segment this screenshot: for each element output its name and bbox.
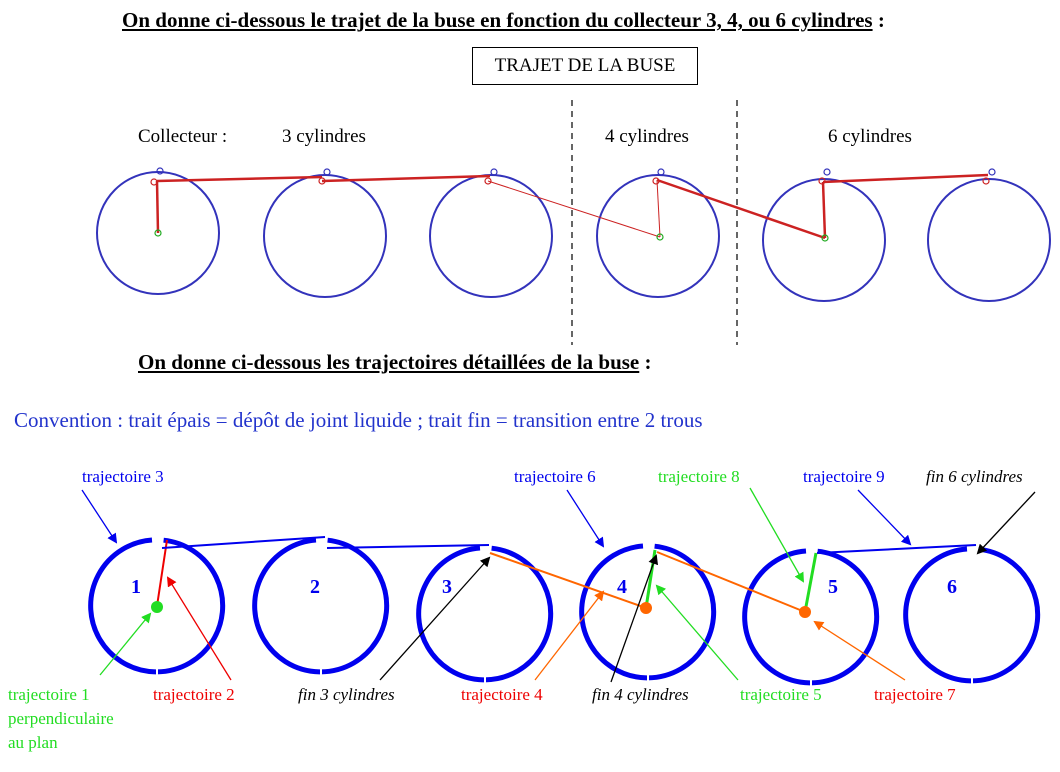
arrow-traj7	[813, 620, 906, 681]
top-markers	[150, 167, 996, 242]
circle-number-4: 4	[617, 576, 627, 598]
arrow-traj2	[166, 576, 232, 681]
trajectory-8-line	[803, 552, 818, 613]
bottom-circle-5	[742, 548, 880, 686]
label-3-cylinders: 3 cylindres	[282, 126, 366, 147]
bottom-circles	[88, 537, 1041, 686]
label-trajectory-6: trajectoire 6	[514, 467, 596, 486]
top-circle-2	[263, 174, 387, 298]
heading-detailed-trajectories-suffix: :	[644, 350, 652, 374]
trajectory-9-line	[816, 544, 977, 554]
arrow-fin4	[610, 554, 659, 683]
convention-note: Convention : trait épais = dépôt de join…	[14, 408, 703, 432]
callout-arrows	[81, 487, 1036, 683]
bottom-notches	[156, 664, 973, 687]
arrow-fin3	[379, 556, 491, 681]
circle-number-2: 2	[310, 576, 320, 598]
label-trajectory-3: trajectoire 3	[82, 467, 164, 486]
bottom-circle-6	[903, 546, 1041, 684]
callout-labels: trajectoire 3 trajectoire 6 trajectoire …	[8, 467, 1023, 752]
center-point-5	[799, 606, 811, 618]
label-fin-3-cylinders: fin 3 cylindres	[298, 685, 395, 704]
start-point-1	[151, 601, 163, 613]
bottom-diagram: 1 2 3 4 5 6	[8, 467, 1041, 752]
arrow-traj8	[749, 487, 804, 583]
label-collecteur: Collecteur :	[138, 126, 227, 147]
heading-detailed-trajectories: On donne ci-dessous les trajectoires dét…	[138, 350, 652, 375]
arrow-traj1	[99, 612, 152, 676]
heading-nozzle-path: On donne ci-dessous le trajet de la buse…	[122, 8, 885, 33]
trajectory-2-line	[156, 539, 168, 607]
trajectory-3b-line	[326, 544, 490, 549]
top-circle-3	[429, 174, 553, 298]
heading-nozzle-path-suffix: :	[877, 8, 885, 32]
top-circle-4	[596, 174, 720, 298]
label-4-cylinders: 4 cylindres	[605, 126, 689, 147]
label-fin-4-cylinders: fin 4 cylindres	[592, 685, 689, 704]
label-trajectory-9: trajectoire 9	[803, 467, 885, 486]
arrow-traj3	[81, 489, 118, 544]
circle-numbers: 1 2 3 4 5 6	[131, 576, 957, 598]
label-trajectory-1-line3: au plan	[8, 733, 58, 752]
heading-detailed-trajectories-text: On donne ci-dessous les trajectoires dét…	[138, 350, 640, 374]
bottom-circle-1	[88, 537, 226, 675]
label-fin-6-cylinders: fin 6 cylindres	[926, 467, 1023, 486]
bottom-circle-3	[416, 545, 554, 683]
circle-number-3: 3	[442, 576, 452, 598]
label-trajectory-7: trajectoire 7	[874, 685, 956, 704]
arrow-traj5	[655, 584, 739, 681]
arrow-fin6	[976, 491, 1036, 555]
bottom-circle-2	[252, 537, 390, 675]
label-6-cylinders: 6 cylindres	[828, 126, 912, 147]
heading-nozzle-path-text: On donne ci-dessous le trajet de la buse…	[122, 8, 873, 32]
top-circle-6	[927, 178, 1051, 302]
label-trajectory-8: trajectoire 8	[658, 467, 740, 486]
top-nozzle-path	[155, 173, 989, 240]
trajectory-3-line	[161, 536, 326, 549]
circle-number-1: 1	[131, 576, 141, 598]
top-circle-1	[96, 171, 220, 295]
label-trajectory-2: trajectoire 2	[153, 685, 235, 704]
bottom-circle-4	[579, 543, 717, 681]
label-trajectory-1-line2: perpendiculaire	[8, 709, 114, 728]
circle-number-5: 5	[828, 576, 838, 598]
arrow-traj6	[566, 489, 605, 548]
label-trajectory-5: trajectoire 5	[740, 685, 822, 704]
arrow-traj4	[534, 590, 605, 681]
arrow-traj9	[857, 489, 912, 546]
label-trajectory-1: trajectoire 1	[8, 685, 90, 704]
trajectory-4-line	[489, 552, 647, 609]
center-point-4	[640, 602, 652, 614]
circle-number-6: 6	[947, 576, 957, 598]
trajectory-7-line	[656, 551, 806, 613]
top-diagram: Collecteur : 3 cylindres 4 cylindres 6 c…	[96, 100, 1051, 345]
label-trajectory-4: trajectoire 4	[461, 685, 543, 704]
nozzle-path-title-box: TRAJET DE LA BUSE	[472, 47, 698, 85]
